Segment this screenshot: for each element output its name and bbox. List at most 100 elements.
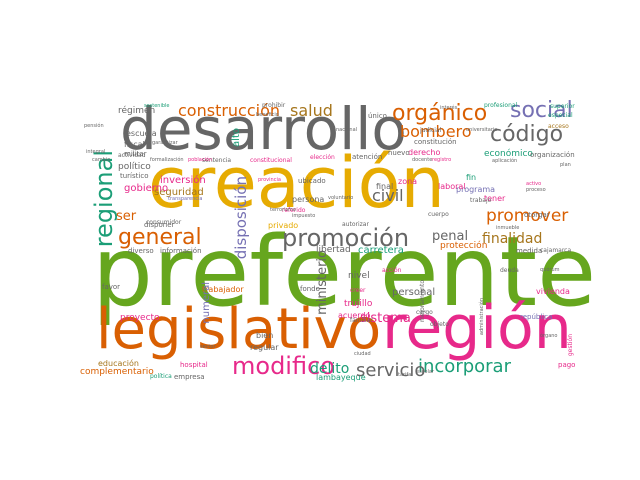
cloud-word: cambio bbox=[92, 157, 111, 163]
cloud-word: actividad bbox=[118, 152, 146, 159]
cloud-word: formalización bbox=[150, 157, 184, 163]
cloud-word: región bbox=[382, 293, 572, 363]
cloud-word: privado bbox=[268, 221, 299, 230]
cloud-word: numeral bbox=[201, 282, 212, 324]
cloud-word: mejoramiento bbox=[419, 280, 426, 323]
cloud-word: militar bbox=[124, 150, 147, 158]
cloud-word: autorizar bbox=[342, 221, 369, 228]
cloud-word: ciudad bbox=[354, 351, 371, 357]
cloud-word: provincia bbox=[258, 177, 281, 183]
cloud-word: vivienda bbox=[536, 287, 570, 296]
cloud-word: sostenible bbox=[144, 103, 170, 109]
cloud-word: legislativo bbox=[96, 297, 382, 362]
cloud-word: empresa bbox=[174, 373, 205, 381]
cloud-word: gestión bbox=[567, 334, 574, 357]
cloud-word: profesional bbox=[484, 102, 518, 109]
cloud-word: bombero bbox=[400, 122, 472, 141]
cloud-word: administración bbox=[479, 298, 485, 336]
cloud-word: creación bbox=[148, 142, 445, 224]
cloud-word: zona bbox=[398, 177, 418, 186]
cloud-word: pensión bbox=[84, 123, 104, 129]
cloud-word: tener bbox=[484, 194, 506, 203]
cloud-word: disponer bbox=[144, 221, 175, 229]
cloud-word: acuerdo bbox=[338, 311, 371, 320]
cloud-word: información bbox=[160, 247, 202, 255]
cloud-word: población bbox=[188, 157, 213, 163]
cloud-word: lambayeque bbox=[316, 373, 366, 382]
cloud-word: superior bbox=[550, 103, 575, 110]
cloud-word: único bbox=[368, 112, 387, 120]
cloud-word: favor bbox=[102, 283, 121, 291]
cloud-word: bien bbox=[256, 331, 274, 340]
cloud-word: promover bbox=[486, 206, 569, 226]
cloud-word: proyecto bbox=[120, 313, 160, 323]
cloud-word: impuesto bbox=[292, 213, 316, 219]
cloud-word: orgánico bbox=[392, 101, 488, 126]
cloud-word: elección bbox=[310, 154, 335, 161]
cloud-word: diverso bbox=[128, 247, 154, 255]
cloud-word: modifico bbox=[232, 352, 335, 380]
cloud-word: medida bbox=[516, 247, 543, 255]
cloud-word: fin bbox=[466, 173, 477, 182]
cloud-word: judicial bbox=[420, 127, 442, 134]
cloud-word: regular bbox=[250, 343, 279, 352]
cloud-word: ser bbox=[116, 209, 137, 224]
cloud-word: seguridad bbox=[154, 187, 204, 198]
cloud-word: creer bbox=[350, 287, 366, 294]
cloud-word: transparencia bbox=[168, 196, 203, 202]
cloud-word: protección bbox=[440, 241, 488, 251]
cloud-word: consumidor bbox=[146, 219, 182, 226]
cloud-word: delito bbox=[310, 361, 350, 377]
cloud-word: complementario bbox=[80, 367, 154, 377]
cloud-word: república bbox=[520, 313, 553, 321]
cloud-word: otorgar bbox=[524, 211, 550, 219]
cloud-word: inmueble bbox=[496, 225, 520, 231]
cloud-word: sentencia bbox=[202, 157, 232, 164]
cloud-word: beneficio bbox=[256, 112, 279, 118]
cloud-word: trujillo bbox=[344, 299, 373, 309]
cloud-word: incorporar bbox=[418, 356, 511, 377]
cloud-word: quórum bbox=[540, 267, 560, 273]
cloud-word: trabajador bbox=[202, 285, 244, 294]
cloud-word: ministerio bbox=[315, 250, 330, 315]
cloud-word: interés bbox=[440, 105, 458, 111]
cloud-word: inversión bbox=[160, 175, 206, 186]
cloud-word: órgano bbox=[540, 333, 558, 339]
cloud-word: tarifa bbox=[398, 372, 412, 378]
cloud-word: nacional bbox=[336, 127, 358, 133]
cloud-word: fondo bbox=[300, 285, 320, 293]
cloud-word: fiscal bbox=[124, 140, 145, 149]
cloud-word: final bbox=[376, 182, 394, 191]
cloud-word: régimen bbox=[118, 106, 156, 116]
cloud-word: universitario bbox=[466, 127, 498, 133]
cloud-word: desarrollo bbox=[120, 95, 407, 163]
cloud-word: disposición bbox=[232, 176, 250, 260]
cloud-word: cuerpo bbox=[428, 211, 449, 218]
cloud-word: gobierno bbox=[124, 183, 169, 194]
cloud-word: construcción bbox=[178, 101, 281, 120]
cloud-word: sector bbox=[200, 344, 216, 350]
cloud-word: social bbox=[510, 98, 573, 123]
cloud-word: acceso bbox=[548, 123, 569, 130]
cloud-word: promoción bbox=[282, 224, 410, 252]
cloud-word: registro bbox=[432, 157, 452, 163]
cloud-word: sistema bbox=[360, 311, 411, 326]
cloud-word: integral bbox=[86, 149, 106, 155]
cloud-word: activo bbox=[526, 181, 542, 187]
cloud-word: garantizar bbox=[152, 140, 178, 146]
cloud-word: constitucional bbox=[250, 157, 292, 164]
cloud-word: docente bbox=[412, 157, 433, 163]
cloud-word: trabajo bbox=[470, 197, 492, 204]
cloud-word: alto bbox=[231, 128, 242, 147]
cloud-word: acción bbox=[382, 267, 402, 274]
cloud-word: proceso bbox=[526, 187, 546, 193]
cloud-word: objeto bbox=[430, 321, 449, 328]
cloud-word: económico bbox=[484, 149, 533, 159]
cloud-word: derecho bbox=[408, 148, 441, 157]
cloud-word: general bbox=[118, 225, 202, 250]
cloud-word: educación bbox=[98, 359, 139, 368]
cloud-word: plan bbox=[560, 162, 571, 168]
cloud-word: organización bbox=[530, 151, 575, 159]
cloud-word: referido bbox=[282, 207, 306, 214]
cloud-word: político bbox=[118, 162, 151, 172]
